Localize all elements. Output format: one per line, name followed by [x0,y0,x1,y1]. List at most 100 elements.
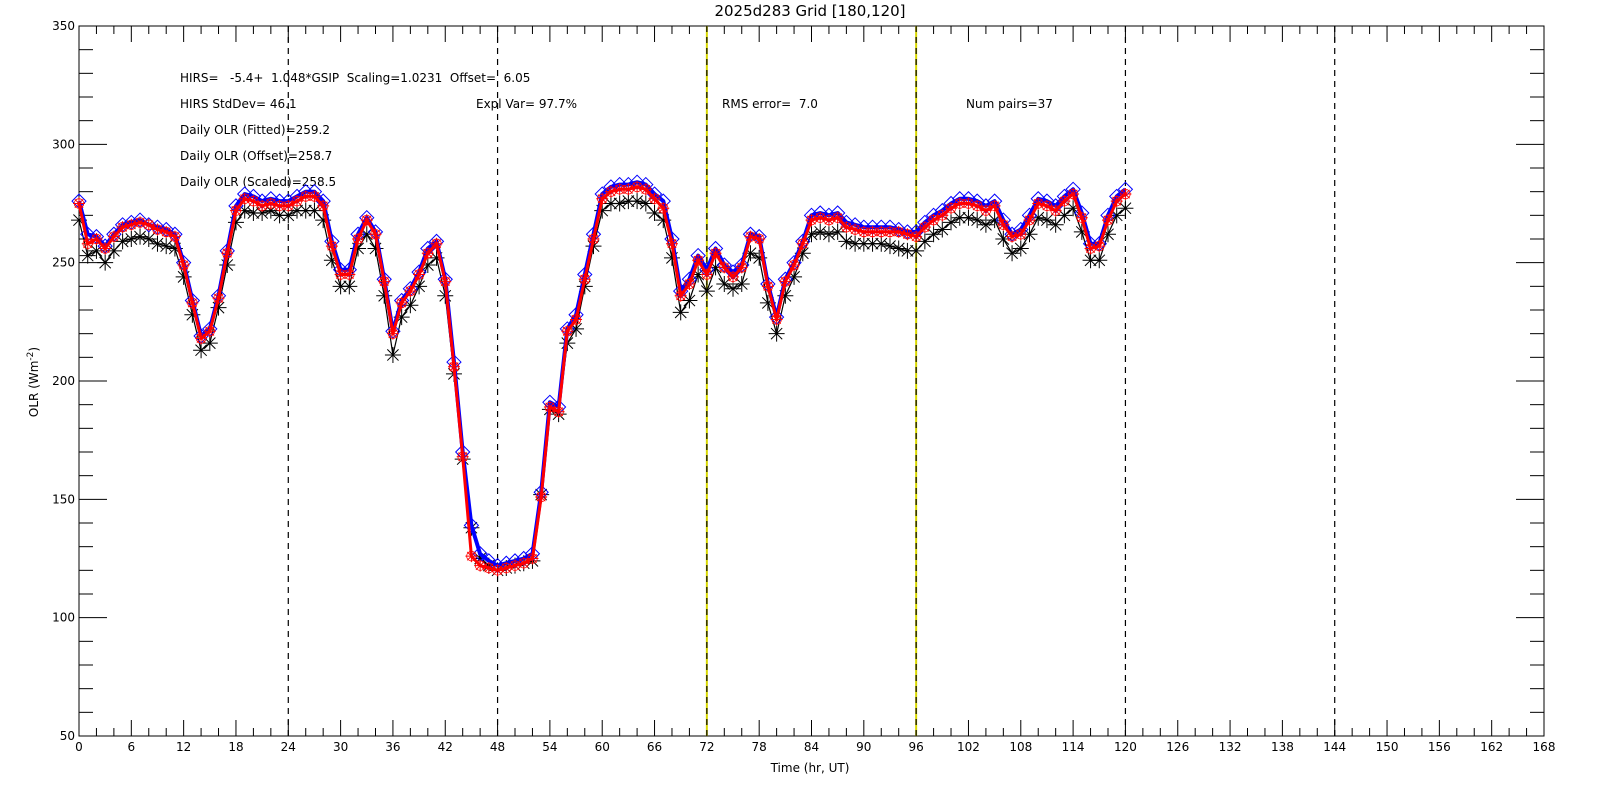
data-point-asterisk [629,193,646,210]
data-point-star [779,275,792,288]
rms-error-annotation: RMS error= 7.0 [722,97,818,111]
data-point-asterisk [881,238,898,255]
data-point-star [509,559,522,572]
data-point-star [325,240,338,253]
x-tick-label: 114 [1062,740,1085,754]
data-point-star [212,292,225,305]
data-point-star-ring [1076,212,1088,223]
data-point-star [474,559,487,572]
data-point-star [1040,199,1053,212]
data-point-star [1110,195,1123,208]
data-point-star [674,289,687,302]
data-point-star [282,199,295,212]
data-point-star-ring [361,214,372,226]
data-point-asterisk [315,212,332,229]
data-point-asterisk [838,233,855,250]
data-point-star [1049,204,1062,217]
data-point-star [177,259,190,272]
data-point-asterisk [158,238,175,255]
data-point-star [413,268,426,281]
daily-olr-scaled-annotation: Daily OLR (Scaled)=258.5 [180,175,336,189]
data-point-star [291,195,304,208]
data-point-asterisk [733,275,750,292]
data-point-asterisk [201,335,218,352]
data-point-star-ring [204,326,216,337]
data-point-asterisk [768,325,785,342]
data-point-asterisk [916,233,933,250]
data-point-star [744,230,757,243]
data-point-star [866,225,879,238]
data-point-asterisk [350,240,367,257]
data-point-star-ring [1111,195,1122,207]
data-point-asterisk [114,233,131,250]
data-point-star [456,450,469,463]
data-point-star-ring [422,247,434,259]
data-point-star [805,214,818,227]
data-point-star [378,275,391,288]
data-point-star [317,199,330,212]
x-tick-label: 30 [333,740,348,754]
data-point-star [709,247,722,260]
data-point-star [256,199,269,212]
data-point-star [700,268,713,281]
data-point-star-ring [797,238,808,249]
data-point-star-ring [161,226,172,238]
data-point-asterisk [428,249,445,266]
data-point-star [875,225,888,238]
data-point-asterisk [289,202,306,219]
data-point-star-ring [692,255,704,266]
data-point-star-ring [649,193,660,204]
data-point-star [683,277,696,290]
data-point-asterisk [873,235,890,252]
data-point-star [552,405,565,418]
data-point-star-ring [213,292,224,304]
data-point-star-ring [1120,188,1131,200]
data-point-star-ring [588,233,599,245]
data-point-star [1075,211,1088,224]
data-point-star-ring [980,205,992,216]
data-point-star [578,273,591,286]
data-point-star-ring [919,221,931,233]
y-tick-label: 250 [52,256,75,270]
data-point-star-ring [387,328,399,339]
x-tick-label: 78 [752,740,767,754]
data-point-asterisk [271,207,288,224]
x-tick-label: 24 [281,740,296,754]
data-point-asterisk [132,228,149,245]
data-point-star-ring [448,361,460,373]
data-point-star [535,490,548,503]
data-point-star [849,223,862,236]
data-point-star [788,259,801,272]
data-point-star-ring [910,231,922,242]
data-point-asterisk [594,202,611,219]
data-point-star [421,247,434,260]
x-tick-label: 18 [228,740,243,754]
data-point-asterisk [1082,252,1099,269]
data-point-star [648,192,661,205]
data-point-star [665,237,678,250]
data-point-asterisk [236,202,253,219]
data-point-asterisk [637,195,654,212]
data-point-star-ring [989,200,1000,212]
x-tick-label: 0 [75,740,83,754]
data-point-star [186,296,199,309]
data-point-asterisk [341,278,358,295]
data-point-asterisk [1099,226,1116,243]
data-point-star [395,296,408,309]
data-point-star [273,199,286,212]
data-point-asterisk [332,278,349,295]
data-point-star [299,190,312,203]
data-point-star-ring [666,238,678,249]
x-tick-label: 6 [128,740,136,754]
x-tick-label: 36 [385,740,400,754]
data-point-star-ring [945,203,957,214]
x-tick-label: 60 [595,740,610,754]
data-point-star-ring [597,193,608,204]
data-point-star [979,204,992,217]
data-point-star [753,233,766,245]
x-tick-label: 102 [957,740,980,754]
data-point-asterisk [1065,200,1082,217]
data-point-asterisk [262,202,279,219]
data-point-star-ring [579,274,590,285]
data-point-star [892,225,905,238]
